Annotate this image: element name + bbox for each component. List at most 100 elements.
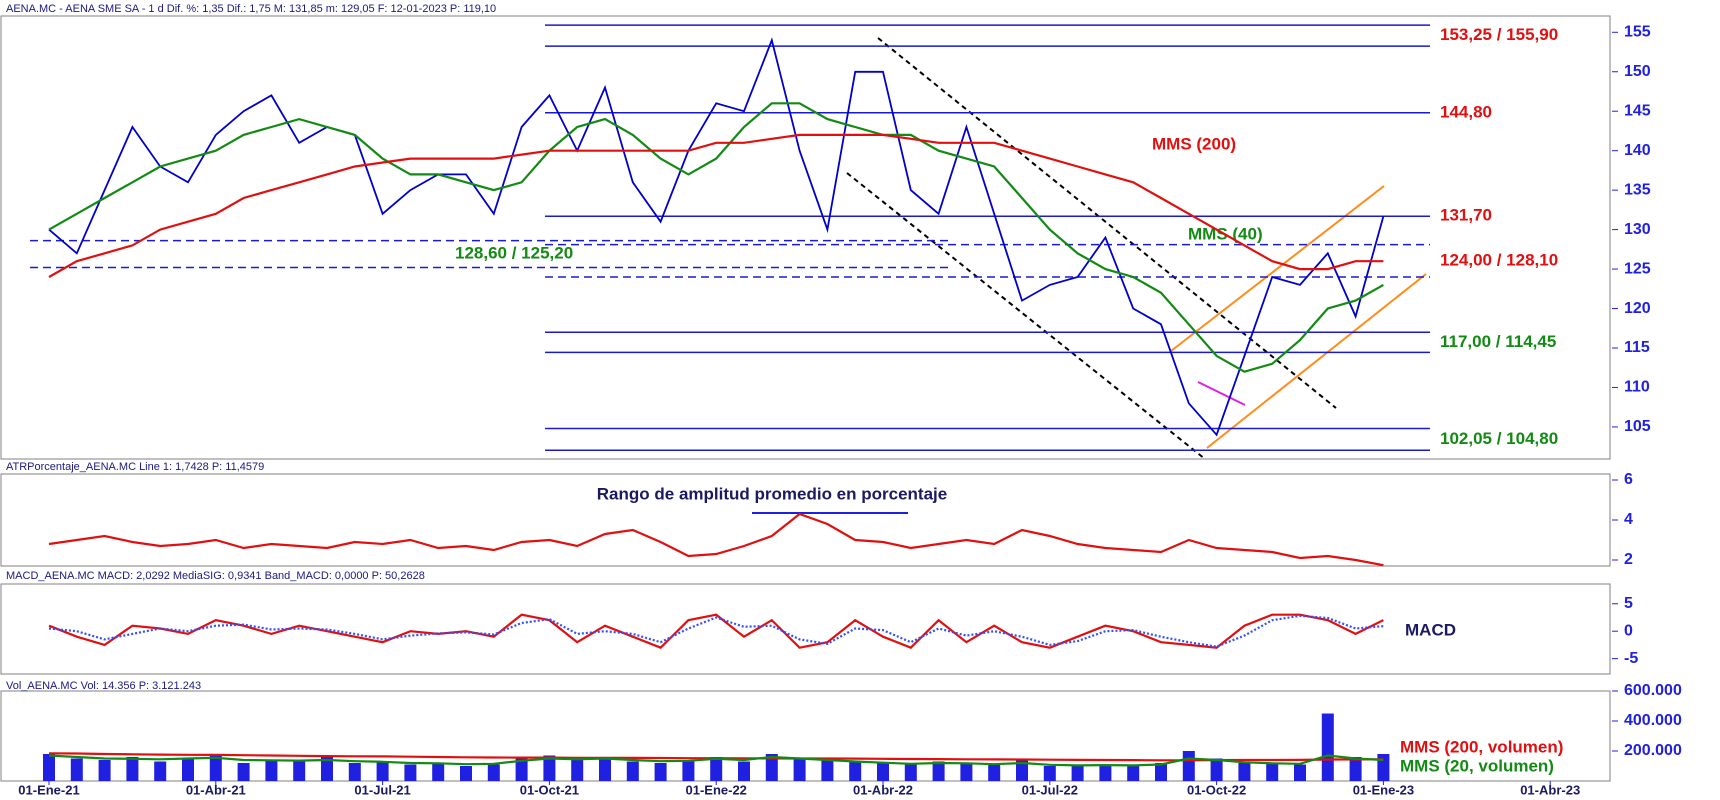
volume-bar <box>571 760 584 781</box>
level-label: 131,70 <box>1440 206 1492 225</box>
x-tick-label: 01-Ene-23 <box>1353 782 1414 797</box>
volume-bar <box>376 761 389 781</box>
volume-bar <box>543 755 556 781</box>
volume-bar <box>1321 713 1334 781</box>
series-line <box>48 754 1384 767</box>
panel-header: Vol_AENA.MC Vol: 14.356 P: 3.121.243 <box>6 680 201 692</box>
series-line <box>48 37 1385 437</box>
series-label: MMS (200, volumen) <box>1400 737 1563 756</box>
channel-line <box>1206 273 1427 449</box>
series-line <box>48 102 1384 373</box>
volume-bar <box>265 760 278 781</box>
y-tick-label: 105 <box>1624 418 1651 435</box>
volume-bar <box>1294 764 1306 781</box>
series-line <box>48 613 1384 649</box>
wedge-line <box>1197 381 1246 406</box>
volume-bar <box>293 761 306 781</box>
series-label: MMS (20, volumen) <box>1400 756 1554 775</box>
volume-bar <box>126 757 139 781</box>
volume-bar <box>1238 763 1251 781</box>
volume-bar <box>1266 763 1279 781</box>
y-tick-label: 145 <box>1624 102 1651 119</box>
volume-bar <box>515 758 528 781</box>
volume-bar <box>626 761 639 781</box>
price-panel <box>0 15 1611 460</box>
level-label: 128,60 / 125,20 <box>455 244 573 263</box>
y-tick-label: 155 <box>1624 24 1651 41</box>
trend-channels <box>846 37 1337 460</box>
y-tick-label: -5 <box>1624 650 1638 667</box>
level-label: 117,00 / 114,45 <box>1440 332 1556 351</box>
y-tick-label: 200.000 <box>1624 742 1682 759</box>
volume-bar <box>821 760 834 781</box>
volume-bar <box>348 763 361 781</box>
volume-bar <box>1099 764 1112 781</box>
volume-bar <box>960 763 973 781</box>
frames <box>0 15 1611 782</box>
x-tick-label: 01-Oct-21 <box>520 782 579 797</box>
y-tick-label: 2 <box>1624 551 1633 568</box>
x-tick-label: 01-Ene-22 <box>685 782 746 797</box>
series-line <box>48 614 1384 648</box>
panel-header: AENA.MC - AENA SME SA - 1 d Dif. %: 1,35… <box>6 3 496 15</box>
panel-header: MACD_AENA.MC MACD: 2,0292 MediaSIG: 0,93… <box>6 570 425 582</box>
volume-bar <box>1155 763 1167 781</box>
series-line <box>48 512 1384 567</box>
volume-bar <box>460 766 472 781</box>
volume-bar <box>904 764 917 781</box>
volume-bar <box>1377 754 1390 781</box>
volume-bar <box>432 763 445 781</box>
volume-bar <box>654 763 667 781</box>
volume-bar <box>793 758 806 781</box>
volume-bar <box>765 754 778 781</box>
volume-bar <box>154 761 167 781</box>
volume-bar <box>1349 757 1362 781</box>
y-tick-label: 6 <box>1624 471 1633 488</box>
panel-subtitle: Rango de amplitud promedio en porcentaje <box>597 484 947 503</box>
atr-panel <box>0 473 1611 567</box>
volume-bar <box>43 754 55 781</box>
volume-bar <box>1182 751 1195 781</box>
level-label: 124,00 / 128,10 <box>1440 250 1558 269</box>
y-tick-label: 400.000 <box>1624 712 1682 729</box>
y-tick-label: 4 <box>1624 511 1633 528</box>
volume-bar <box>237 763 250 781</box>
volume-bar <box>1127 766 1140 781</box>
macd-panel <box>0 583 1611 675</box>
x-tick-label: 01-Jul-22 <box>1022 782 1078 797</box>
volume-bar <box>98 760 111 781</box>
volume-bar <box>877 763 889 781</box>
level-label: 153,25 / 155,90 <box>1440 25 1558 44</box>
y-tick-label: 110 <box>1624 379 1650 396</box>
level-label: 102,05 / 104,80 <box>1440 429 1558 448</box>
x-tick-label: 01-Abr-22 <box>853 782 913 797</box>
level-label: 144,80 <box>1440 102 1492 121</box>
series-line <box>48 133 1384 278</box>
y-tick-label: 125 <box>1624 260 1651 277</box>
x-tick-label: 01-Abr-23 <box>1520 782 1580 797</box>
volume-bar <box>710 757 723 781</box>
y-tick-label: 600.000 <box>1624 682 1682 699</box>
volume-bar <box>1071 766 1084 781</box>
volume-bar <box>988 764 1001 781</box>
volume-bar <box>682 760 695 781</box>
volume-bar <box>209 755 222 781</box>
y-tick-label: 0 <box>1624 622 1633 639</box>
volume-bar <box>849 761 862 781</box>
y-tick-label: 150 <box>1624 63 1651 80</box>
volume-bar <box>404 764 417 781</box>
y-tick-label: 140 <box>1624 142 1651 159</box>
volume-bar <box>738 761 750 781</box>
channel-line <box>1170 185 1385 352</box>
y-tick-label: 135 <box>1624 181 1651 198</box>
y-tick-label: 130 <box>1624 221 1651 238</box>
y-tick-label: 115 <box>1624 339 1650 356</box>
x-tick-label: 01-Ene-21 <box>18 782 79 797</box>
volume-bar <box>1043 766 1056 781</box>
volume-bar <box>599 757 611 781</box>
channel-line <box>877 37 1337 409</box>
panel-header: ATRPorcentaje_AENA.MC Line 1: 1,7428 P: … <box>6 461 264 473</box>
volume-bar <box>487 764 500 781</box>
volume-bar <box>70 758 83 781</box>
